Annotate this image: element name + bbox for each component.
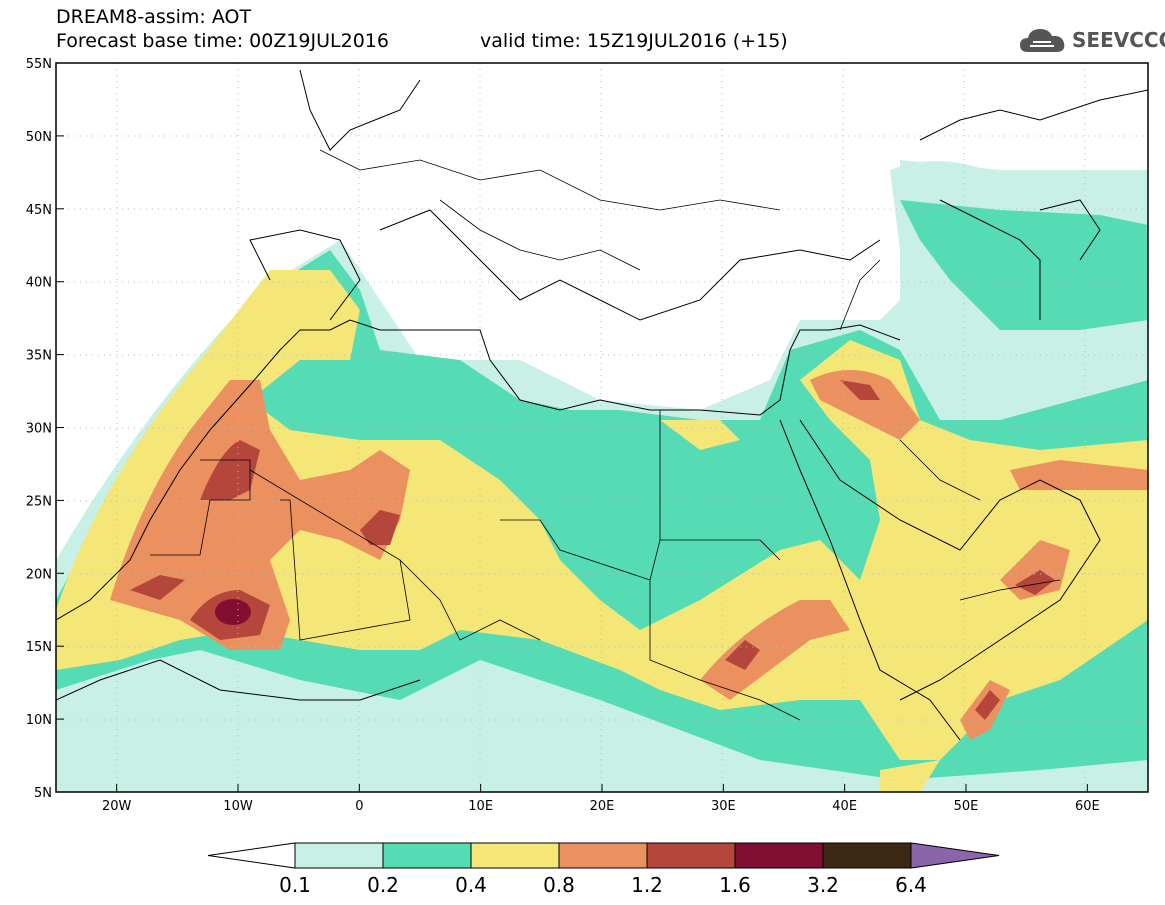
colorbar-label: 3.2 [807, 873, 839, 897]
logo-text: SEEVCCC [1072, 28, 1165, 52]
valid-time: valid time: 15Z19JUL2016 (+15) [480, 30, 788, 52]
lat-ticks: 5N 10N 15N 20N 25N 30N 35N 40N 45N 50N 55N [26, 57, 64, 801]
lon-tick-label: 40E [832, 799, 857, 814]
colorbar-box [646, 842, 736, 869]
colorbar-box [382, 842, 472, 869]
colorbar-boxes [207, 842, 1000, 869]
forecast-base-time: Forecast base time: 00Z19JUL2016 [56, 30, 389, 52]
map-grid [56, 63, 1148, 792]
lat-tick-label: 25N [26, 494, 52, 509]
colorbar-label: 1.6 [719, 873, 751, 897]
colorbar-label: 0.4 [455, 873, 487, 897]
aot-level-0.8 [110, 370, 1148, 740]
lat-tick-label: 55N [26, 57, 52, 72]
lat-tick-label: 20N [26, 567, 52, 582]
colorbar-box [294, 842, 384, 869]
lon-ticks: 20W 10W 0 10E 20E 30E 40E 50E 60E [102, 784, 1100, 814]
lon-tick-label: 10E [468, 799, 493, 814]
lat-tick-label: 40N [26, 276, 52, 291]
seevccc-logo: SEEVCCC [1018, 22, 1165, 58]
colorbar-label: 0.2 [367, 873, 399, 897]
colorbar-under-arrow [207, 842, 296, 869]
colorbar-box [822, 842, 912, 869]
lat-tick-label: 30N [26, 422, 52, 437]
lat-tick-label: 15N [26, 640, 52, 655]
aot-level-1.6 [215, 599, 251, 625]
lon-tick-label: 20W [102, 799, 132, 814]
lon-tick-label: 50E [954, 799, 979, 814]
lon-tick-label: 60E [1075, 799, 1100, 814]
colorbar-label: 0.8 [543, 873, 575, 897]
lat-tick-label: 45N [26, 203, 52, 218]
colorbar-box [734, 842, 824, 869]
lat-tick-label: 10N [26, 713, 52, 728]
lat-tick-label: 5N [34, 786, 52, 801]
aot-field [56, 63, 1148, 792]
colorbar-label: 1.2 [631, 873, 663, 897]
coastlines [56, 69, 1148, 741]
lat-tick-label: 50N [26, 130, 52, 145]
borders [150, 149, 1061, 721]
lat-tick-label: 35N [26, 349, 52, 364]
colorbar-box [558, 842, 648, 869]
lon-tick-label: 0 [355, 799, 363, 814]
colorbar-labels: 0.1 0.2 0.4 0.8 1.2 1.6 3.2 6.4 [279, 873, 927, 897]
colorbar-box [470, 842, 560, 869]
map-title: DREAM8-assim: AOT [56, 6, 252, 28]
colorbar-over-arrow [910, 842, 1000, 869]
lon-tick-label: 10W [223, 799, 253, 814]
colorbar-label: 0.1 [279, 873, 311, 897]
lon-tick-label: 20E [590, 799, 615, 814]
colorbar-label: 6.4 [895, 873, 927, 897]
cloud-icon [1020, 29, 1065, 52]
lon-tick-label: 30E [711, 799, 736, 814]
